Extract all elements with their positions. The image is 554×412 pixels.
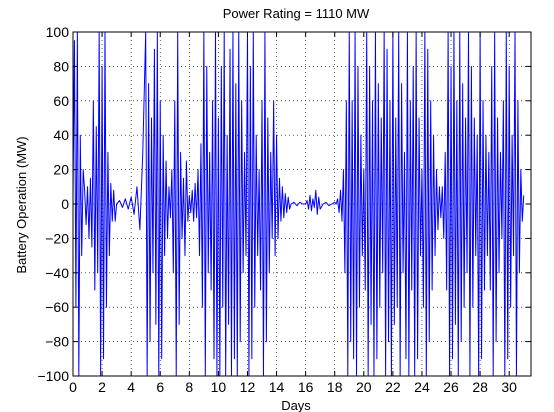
x-tick-label: 30 — [501, 379, 517, 395]
y-tick-label: 100 — [46, 24, 70, 40]
y-tick-label: −80 — [45, 334, 69, 350]
x-tick-label: 18 — [327, 379, 343, 395]
x-axis-label: Days — [281, 398, 311, 412]
y-tick-label: 20 — [53, 162, 69, 178]
x-tick-label: 12 — [240, 379, 256, 395]
x-tick-label: 10 — [211, 379, 227, 395]
y-axis-label: Battery Operation (MW) — [14, 136, 29, 273]
x-tick-label: 4 — [127, 379, 135, 395]
x-tick-label: 2 — [98, 379, 106, 395]
y-tick-label: −100 — [37, 368, 69, 384]
x-tick-label: 22 — [385, 379, 401, 395]
x-tick-label: 16 — [298, 379, 314, 395]
y-tick-label: −20 — [45, 230, 69, 246]
y-tick-label: 60 — [53, 93, 69, 109]
x-tick-label: 24 — [414, 379, 430, 395]
y-tick-label: 40 — [53, 127, 69, 143]
y-tick-labels: −100 −80 −60 −40 −20 0 20 40 60 80 100 — [37, 24, 69, 384]
x-tick-label: 0 — [69, 379, 77, 395]
x-tick-label: 26 — [443, 379, 459, 395]
x-tick-label: 14 — [269, 379, 285, 395]
chart-title: Power Rating = 1110 MW — [223, 6, 370, 21]
y-tick-label: 0 — [61, 196, 69, 212]
x-tick-label: 28 — [472, 379, 488, 395]
axis-ticks — [72, 31, 531, 377]
y-tick-label: −60 — [45, 299, 69, 315]
y-tick-label: −40 — [45, 265, 69, 281]
plot-area: 0 2 4 6 8 10 12 14 16 18 20 22 24 26 28 30 −100−80−60−4… — [37, 24, 532, 395]
series-line — [73, 32, 525, 376]
x-tick-label: 8 — [185, 379, 193, 395]
x-tick-label: 6 — [156, 379, 164, 395]
y-tick-label: 80 — [53, 58, 69, 74]
x-tick-label: 20 — [356, 379, 372, 395]
data-series — [73, 32, 525, 376]
x-tick-labels: 0 2 4 6 8 10 12 14 16 18 20 22 24 26 28 30 — [69, 379, 517, 395]
